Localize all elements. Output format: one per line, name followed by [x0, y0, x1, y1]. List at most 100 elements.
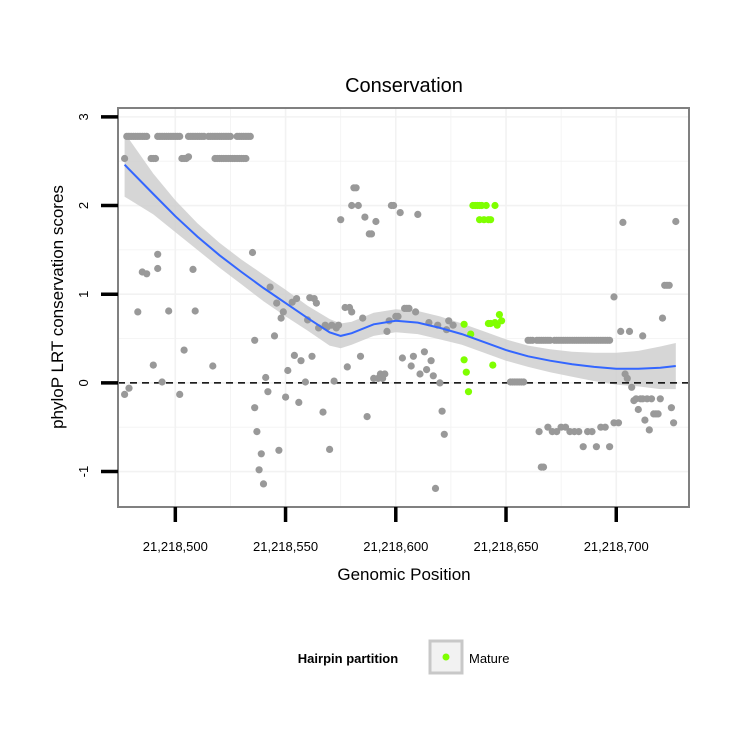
data-point: [284, 366, 292, 375]
data-point: [383, 327, 391, 335]
data-point: [606, 443, 614, 451]
data-point: [290, 351, 298, 359]
data-point: [184, 153, 193, 161]
data-point: [359, 314, 367, 322]
legend-key-mature-icon: [442, 653, 450, 661]
y-tick-label: 2: [76, 202, 91, 209]
data-point: [264, 388, 272, 396]
data-point: [672, 217, 680, 226]
x-tick-label: 21,218,600: [363, 539, 428, 554]
data-point: [641, 416, 649, 424]
chart-title: Conservation: [345, 75, 463, 97]
data-point: [414, 210, 422, 218]
data-point: [575, 428, 583, 436]
data-point: [520, 378, 528, 386]
x-tick-label: 21,218,550: [253, 539, 318, 554]
data-point: [579, 443, 587, 451]
mature-data-point: [460, 356, 468, 364]
mature-data-point: [460, 320, 468, 328]
smooth-curve-layer: [123, 164, 676, 370]
mature-data-point: [487, 216, 495, 224]
data-point: [154, 250, 162, 258]
y-tick-label: 3: [76, 113, 91, 120]
data-point: [134, 308, 142, 316]
data-point: [539, 463, 548, 471]
data-point: [151, 154, 160, 163]
data-point: [273, 299, 281, 307]
data-point: [625, 327, 634, 335]
confidence-ribbon-layer: [124, 132, 676, 390]
data-point: [259, 480, 268, 488]
data-point: [125, 384, 133, 392]
data-point: [381, 370, 389, 378]
data-point: [165, 307, 173, 315]
data-point: [209, 362, 217, 370]
y-tick-label: 1: [76, 291, 91, 298]
smooth-curve-line: [123, 164, 676, 370]
data-point: [266, 283, 274, 291]
data-point: [270, 332, 279, 340]
data-point: [420, 348, 428, 356]
data-point: [143, 132, 151, 140]
data-point: [647, 395, 656, 403]
data-point: [176, 390, 184, 398]
data-point: [253, 428, 261, 436]
data-point: [143, 270, 151, 278]
data-point: [337, 216, 345, 224]
data-point: [553, 428, 561, 436]
data-point: [176, 132, 184, 140]
data-point: [405, 304, 413, 312]
data-point: [390, 201, 398, 210]
grid-lines: [118, 108, 689, 507]
y-tick-label: -1: [76, 466, 91, 478]
data-point: [154, 264, 162, 273]
data-point: [180, 346, 188, 354]
data-point: [275, 446, 283, 454]
data-point: [658, 314, 667, 322]
legend-label-mature: Mature: [469, 651, 509, 666]
data-point: [656, 395, 664, 403]
points-layer: [121, 132, 680, 492]
data-point: [409, 352, 417, 360]
data-point: [279, 308, 287, 316]
data-point: [665, 281, 673, 289]
data-point: [623, 374, 631, 382]
data-point: [634, 405, 642, 414]
data-point: [667, 404, 676, 412]
data-point: [257, 450, 265, 458]
data-point: [367, 230, 376, 238]
data-point: [372, 217, 380, 226]
mature-data-point: [464, 388, 473, 396]
data-point: [295, 398, 303, 406]
data-point: [440, 430, 448, 438]
data-point: [438, 407, 446, 415]
data-point: [242, 154, 250, 163]
data-point: [191, 307, 199, 315]
mature-data-point: [489, 361, 497, 369]
x-tick-label: 21,218,700: [584, 539, 649, 554]
data-point: [601, 423, 609, 431]
data-point: [262, 373, 270, 382]
x-tick-label: 21,218,650: [473, 539, 538, 554]
mature-data-point: [462, 368, 470, 376]
data-point: [149, 361, 157, 369]
data-point: [427, 357, 435, 365]
data-point: [416, 370, 424, 378]
data-point: [645, 426, 653, 434]
data-point: [282, 393, 290, 401]
data-point: [429, 372, 437, 380]
data-point: [121, 390, 129, 398]
x-axis-title: Genomic Position: [337, 565, 470, 584]
data-point: [158, 378, 166, 386]
data-point: [226, 132, 234, 140]
x-tick-label: 21,218,500: [143, 539, 208, 554]
data-point: [407, 362, 415, 370]
data-point: [312, 299, 320, 307]
data-point: [319, 408, 327, 416]
data-point: [363, 413, 371, 421]
mature-data-point: [498, 317, 506, 325]
data-point: [251, 336, 259, 344]
data-point: [445, 317, 453, 325]
data-point: [619, 218, 627, 226]
